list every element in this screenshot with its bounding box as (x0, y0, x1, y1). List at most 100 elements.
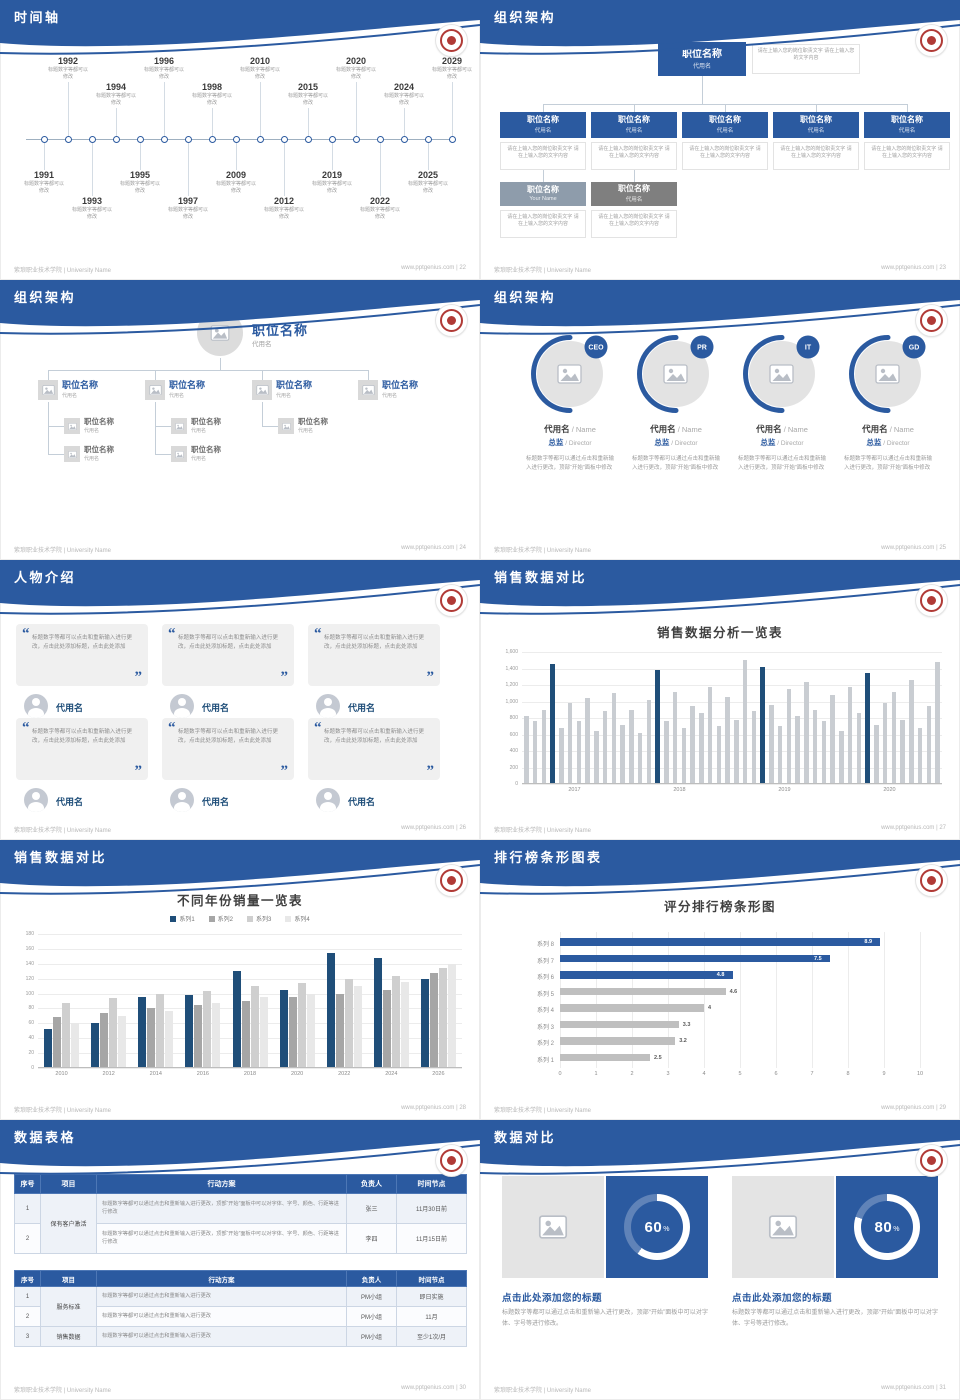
position-alias: 代用名 (898, 127, 916, 134)
value-label: 3.2 (679, 1038, 687, 1044)
bar (751, 711, 756, 784)
gridline (38, 1038, 462, 1040)
bar (232, 971, 241, 1068)
timeline-axis (26, 139, 456, 140)
legend-label: 系列3 (256, 917, 272, 923)
data-table: 序号 项目 行动方案 负责人 时间节点 1 保有客户激活 标题数字等都可以通过点击和重新输入进… (14, 1174, 467, 1254)
timeline-year: 2010 (249, 56, 271, 66)
footer-page-info: www.pptgenius.com | 28 (401, 1105, 466, 1111)
slide-timeline[interactable]: 1992 标题数字等都可以修改 1994 标题数字等都可以修改 1996 标题数字等都可以… (0, 0, 480, 280)
slide-data-tables[interactable]: 序号 项目 行动方案 负责人 时间节点 1 保有客户激活 标题数字等都可以通过点击和重新输入进… (0, 1120, 480, 1400)
bar (646, 699, 651, 784)
panel-heading: 点击此处添加您的标题 (502, 1293, 603, 1304)
slide-org-chart-tree[interactable]: 职位名称 代用名 职位名称 代用名 职位名称 代用名 职位名称 代用名 职位名称 代用名 职位名称代… (0, 280, 480, 560)
table-header-cell: 负责人 (346, 1270, 397, 1287)
member-role: 总监 / Director (866, 438, 910, 447)
bar (821, 721, 826, 784)
gridline (522, 734, 942, 736)
timeline-caption: 标题数字等都可以修改 (119, 181, 160, 194)
slide-ranking-hbar-chart[interactable]: 评分排行榜条形图 0 1 2 3 4 5 6 7 8 9 10 系列 8 8.9 系列 7 7.5 系列 6 4.… (480, 840, 960, 1120)
slide-org-chart-boxes[interactable]: 职位名称 代用名 请在上输入您的岗位职责文字 请在上输入您的文字内容 职位名称 代用名请… (480, 0, 960, 280)
timeline-caption: 标题数字等都可以修改 (191, 93, 232, 106)
gridline (38, 934, 462, 935)
legend-label: 系列1 (179, 917, 195, 923)
x-tick-label: 2012 (102, 1071, 115, 1077)
row-number-cell: 2 (14, 1223, 41, 1254)
bar (602, 711, 608, 784)
slide-grouped-bar-chart[interactable]: 不同年份销量一览表 系列1 系列2 系列3 系列4 0 20 40 60 80 100 120 140 1… (0, 840, 480, 1120)
slide-sales-bar-chart[interactable]: 销售数据分析一览表 0 200 400 600 800 1,000 1,200 1,400 1,6… (480, 560, 960, 840)
bar (786, 689, 791, 784)
timeline-year: 1997 (177, 196, 199, 206)
person-card: “标题数字等都可以点击和重新输入进行更改，点击此处添加标题，点击此处添加 ” (162, 718, 294, 780)
person-name: 代用名 (202, 797, 230, 807)
chart-plot (38, 934, 462, 1069)
legend-label: 系列4 (294, 917, 310, 923)
timeline-year: 2022 (369, 196, 391, 206)
bar (71, 1023, 80, 1068)
bar (620, 724, 625, 784)
table-header-cell: 时间节点 (396, 1270, 467, 1287)
bar (734, 719, 739, 784)
connector-line (48, 426, 64, 427)
quote-close-icon: ” (426, 763, 435, 779)
position-alias: 代用名 (298, 428, 314, 435)
branch-node: 职位名称 代用名 (252, 380, 312, 400)
timeline-connector (236, 143, 237, 170)
bar (909, 680, 914, 784)
footer-page-info: www.pptgenius.com | 24 (401, 545, 466, 551)
position-alias: 代用名 (625, 127, 643, 134)
bar (637, 732, 643, 784)
bar (567, 703, 573, 784)
gridline (522, 668, 942, 670)
timeline-connector (92, 143, 93, 196)
org-tree-canvas: 职位名称 代用名 职位名称 代用名 职位名称 代用名 职位名称 代用名 职位名称 代用名 职位名称代… (0, 280, 480, 560)
x-tick-label: 8 (846, 1071, 850, 1077)
row-number-cell: 2 (14, 1306, 41, 1327)
bar (524, 716, 529, 784)
x-tick-label: 2020 (290, 1071, 304, 1077)
timeline-connector (356, 82, 357, 136)
timeline-year: 2012 (273, 196, 295, 206)
position-name: 职位名称 (169, 380, 206, 391)
position-alias: 代用名 (276, 392, 292, 399)
gridline (522, 701, 942, 703)
slide-data-compare[interactable]: 60% 点击此处添加您的标题 标题数字等都可以通过点击和重新输入进行更改，顶部“开始… (480, 1120, 960, 1400)
category-label: 系列 3 (536, 1024, 554, 1031)
gridline (38, 963, 462, 965)
person-avatar (24, 694, 48, 718)
image-icon (538, 1215, 568, 1239)
timeline-dot (41, 136, 48, 143)
chart-plot (560, 932, 921, 1068)
owner-cell: PM小组 (346, 1306, 397, 1327)
sales-chart-canvas: 销售数据分析一览表 0 200 400 600 800 1,000 1,200 1,400 1,6… (480, 560, 960, 840)
branch-node: 职位名称 代用名 (358, 380, 418, 400)
y-tick-label: 60 (28, 1020, 34, 1027)
timeline-dot (425, 136, 432, 143)
bar (109, 998, 118, 1068)
slide-people-intro[interactable]: “标题数字等都可以点击和重新输入进行更改，点击此处添加标题，点击此处添加” 代用名… (0, 560, 480, 840)
bar (306, 993, 315, 1068)
quote-open-icon: “ (168, 626, 176, 642)
slide-footer: 紫琅职业技术学院 | University Name www.pptgenius… (494, 265, 946, 274)
bar (742, 660, 748, 784)
y-tick-label: 0 (31, 1065, 34, 1071)
org-chart-canvas: 职位名称 代用名 请在上输入您的岗位职责文字 请在上输入您的文字内容 职位名称 代用名请… (480, 0, 960, 280)
slide-org-chart-members[interactable]: CEO 代用名 / Name 总监 / Director 标题数字等都可以通过点击和重… (480, 280, 960, 560)
compare-canvas: 60% 点击此处添加您的标题 标题数字等都可以通过点击和重新输入进行更改，顶部“开始… (480, 1120, 960, 1400)
position-alias: 代用名 (692, 63, 711, 70)
bar (839, 731, 844, 784)
x-tick-label: 2018 (243, 1071, 257, 1077)
timeline-caption: 标题数字等都可以修改 (23, 181, 64, 194)
leaf-node: 职位名称 代用名 (171, 445, 221, 462)
category-label: 系列 6 (536, 975, 554, 981)
timeline-connector (308, 108, 309, 136)
position-box: 职位名称 代用名 (591, 112, 677, 138)
plan-cell: 标题数字等都可以通过点击和重新输入进行更改 (96, 1326, 347, 1347)
y-tick-label: 160 (25, 945, 34, 952)
bar (344, 978, 353, 1068)
bar (655, 670, 660, 784)
image-icon (174, 422, 184, 430)
timeline-caption: 标题数字等都可以修改 (167, 207, 208, 220)
percent-panel: 80% (836, 1176, 938, 1278)
